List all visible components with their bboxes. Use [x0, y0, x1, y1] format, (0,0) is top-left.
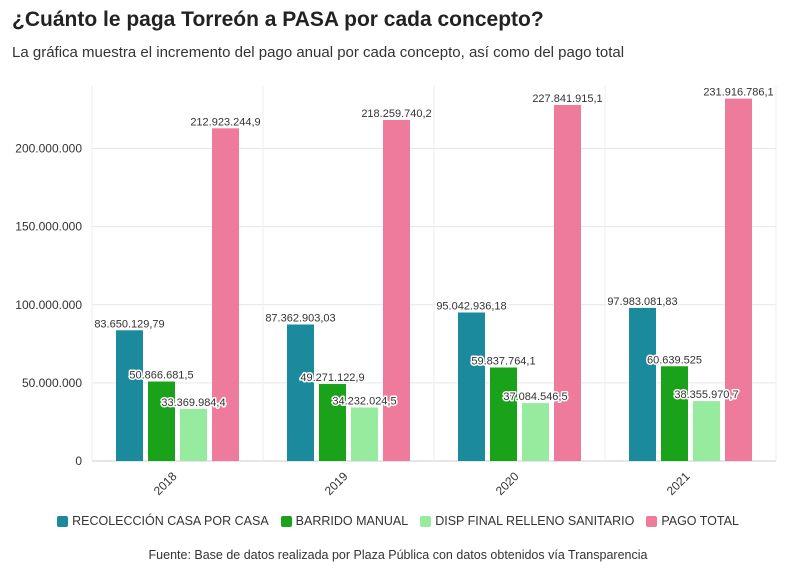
bar — [490, 367, 517, 461]
legend-item: RECOLECCIÓN CASA POR CASA — [57, 514, 269, 528]
data-label: 38.355.970,7 — [674, 389, 738, 401]
legend-swatch — [57, 515, 69, 527]
bar — [116, 330, 143, 461]
bar — [319, 384, 346, 461]
legend: RECOLECCIÓN CASA POR CASA BARRIDO MANUAL D… — [0, 514, 796, 528]
data-label: 87.362.903,03 — [265, 312, 335, 324]
y-tick-label: 150.000.000 — [15, 220, 82, 234]
data-label: 218.259.740,2 — [361, 108, 431, 120]
bar — [287, 324, 314, 461]
bar — [212, 128, 239, 461]
bar-chart: 0 50.000.000 100.000.000 150.000.000 200.000… — [15, 85, 777, 498]
bar — [725, 98, 752, 462]
data-label: 231.916.786,1 — [703, 87, 773, 99]
y-tick-label: 50.000.000 — [22, 376, 82, 390]
chart-subtitle: La gráfica muestra el incremento del pag… — [12, 44, 625, 61]
x-tick-label: 2020 — [493, 469, 522, 498]
legend-swatch — [646, 515, 658, 527]
legend-label: DISP FINAL RELLENO SANITARIO — [435, 514, 635, 528]
bar — [148, 381, 175, 461]
legend-swatch — [420, 515, 432, 527]
bar — [522, 403, 549, 461]
bar — [383, 119, 410, 462]
legend-label: PAGO TOTAL — [661, 514, 739, 528]
bar — [458, 312, 485, 461]
bar — [554, 104, 581, 461]
legend-item: BARRIDO MANUAL — [280, 514, 409, 528]
data-label: 95.042.936,18 — [436, 300, 506, 312]
bar — [693, 401, 720, 461]
data-label: 33.369.984,4 — [161, 397, 225, 409]
y-tick-label: 200.000.000 — [15, 142, 82, 156]
data-label: 50.866.681,5 — [129, 370, 193, 382]
y-tick-label: 100.000.000 — [15, 298, 82, 312]
data-label: 97.983.081,83 — [607, 296, 677, 308]
data-label: 60.639.525 — [647, 354, 702, 366]
legend-label: RECOLECCIÓN CASA POR CASA — [72, 514, 269, 528]
legend-swatch — [280, 515, 292, 527]
legend-item: DISP FINAL RELLENO SANITARIO — [420, 514, 634, 528]
data-label: 49.271.122,9 — [300, 372, 364, 384]
source-note: Fuente: Base de datos realizada por Plaz… — [148, 548, 648, 562]
chart-title: ¿Cuánto le paga Torreón a PASA por cada … — [12, 8, 544, 31]
bar — [629, 307, 656, 461]
data-label: 59.837.764,1 — [471, 356, 535, 368]
x-tick-label: 2021 — [664, 469, 693, 498]
bar — [180, 408, 207, 461]
data-label: 34.232.024,5 — [332, 396, 396, 408]
bar — [351, 407, 378, 461]
x-tick-label: 2019 — [322, 469, 351, 498]
data-label: 37.084.546,5 — [503, 391, 567, 403]
data-label: 83.650.129,79 — [94, 318, 164, 330]
legend-label: BARRIDO MANUAL — [295, 514, 409, 528]
x-tick-label: 2018 — [151, 469, 180, 498]
legend-item: PAGO TOTAL — [646, 514, 739, 528]
data-label: 227.841.915,1 — [532, 93, 602, 105]
y-tick-label: 0 — [75, 454, 82, 468]
bar — [661, 366, 688, 461]
data-label: 212.923.244,9 — [190, 116, 260, 128]
